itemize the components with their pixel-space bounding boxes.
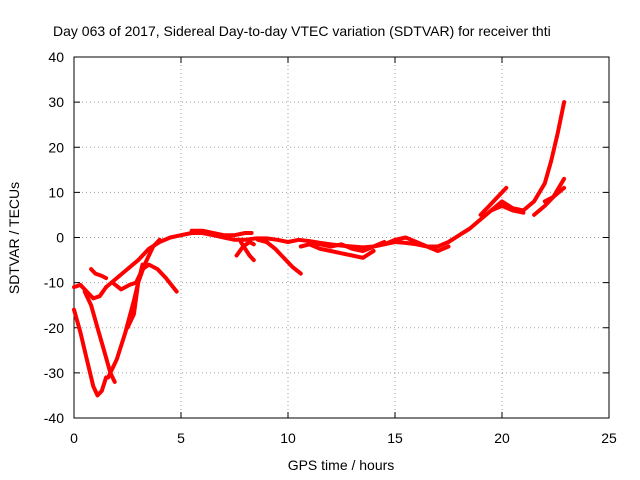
series-track-13 bbox=[298, 242, 376, 260]
y-tick-label: 10 bbox=[48, 184, 64, 200]
data-series bbox=[72, 100, 567, 398]
series-track-3 bbox=[89, 267, 109, 281]
y-tick-label: 20 bbox=[48, 139, 64, 155]
series-track-1 bbox=[72, 307, 109, 398]
series-track-15 bbox=[382, 235, 451, 253]
y-tick-label: 0 bbox=[56, 230, 64, 246]
y-tick-label: -30 bbox=[44, 365, 64, 381]
y-axis-title: SDTVAR / TECUs bbox=[6, 182, 22, 294]
y-tick-label: -20 bbox=[44, 320, 64, 336]
chart-title: Day 063 of 2017, Sidereal Day-to-day VTE… bbox=[53, 23, 551, 39]
x-tick-label: 10 bbox=[280, 430, 296, 446]
series-track-9 bbox=[189, 228, 254, 238]
y-tick-label: 30 bbox=[48, 94, 64, 110]
x-tick-label: 20 bbox=[494, 430, 510, 446]
series-track-14 bbox=[307, 240, 387, 253]
y-tick-label: -10 bbox=[44, 275, 64, 291]
series-track-7 bbox=[110, 262, 179, 294]
axis-ticks: 0 5 10 15 20 25 -40 -30 -20 -10 0 10 20 30 40 bbox=[44, 49, 617, 446]
series-track-16 bbox=[489, 100, 567, 213]
series-track-2 bbox=[72, 282, 109, 301]
x-tick-label: 0 bbox=[70, 430, 78, 446]
x-tick-label: 15 bbox=[387, 430, 403, 446]
x-tick-label: 25 bbox=[601, 430, 617, 446]
series-track-19 bbox=[542, 185, 567, 204]
y-tick-label: -40 bbox=[44, 410, 64, 426]
series-track-10 bbox=[234, 240, 256, 258]
y-tick-label: 40 bbox=[48, 49, 64, 65]
series-track-12 bbox=[256, 237, 303, 276]
series-track-11 bbox=[238, 240, 256, 263]
grid bbox=[74, 57, 609, 418]
x-tick-label: 5 bbox=[177, 430, 185, 446]
series-track-17 bbox=[478, 185, 509, 217]
x-axis-title: GPS time / hours bbox=[288, 457, 395, 473]
